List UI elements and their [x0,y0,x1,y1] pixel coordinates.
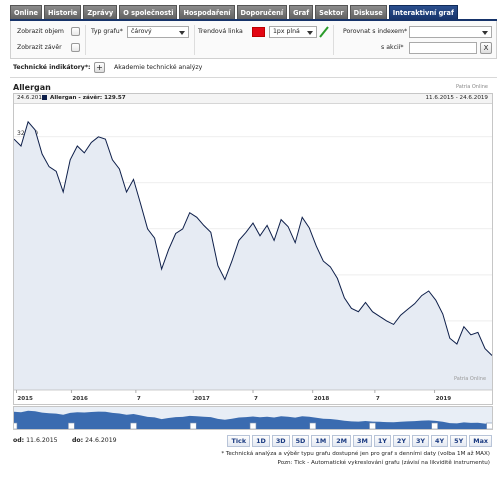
zoom-button-tick[interactable]: Tick [227,435,251,447]
zoom-button-5y[interactable]: 5Y [450,435,468,447]
tab-zprávy[interactable]: Zprávy [83,5,118,20]
tab-underline [10,19,497,21]
chevron-down-icon [179,31,185,35]
zoom-button-4y[interactable]: 4Y [431,435,449,447]
x-tick-label: 7 [254,396,258,402]
zoom-button-3m[interactable]: 3M [353,435,372,447]
chart-type-label: Typ grafu* [91,28,123,35]
tab-bar: Online Historie Zprávy O společnosti Hospoda… [10,5,458,20]
tab-doporučení[interactable]: Doporučení [236,5,288,20]
price-chart[interactable]: 24.6.2019 Allergan - závěr: 129.57 11.6.… [13,93,493,405]
zoom-button-3y[interactable]: 3Y [411,435,430,447]
zoom-button-1d[interactable]: 1D [252,435,270,447]
range-navigator[interactable] [10,406,493,430]
navigator-handle[interactable] [130,422,137,430]
chevron-down-icon [307,31,313,35]
x-tick-label: 7 [137,396,141,402]
note-tick: Pozn: Tick - Automatické vykreslování gr… [277,460,490,466]
zoom-button-2m[interactable]: 2M [332,435,351,447]
tab-interaktivní-graf[interactable]: Interaktivní graf [388,5,458,20]
zoom-buttons: Tick 1D 3D 5D 1M 2M 3M 1Y 2Y 3Y 4Y 5Y Max [227,435,492,447]
compare-stock-label: s akcií* [381,44,404,51]
tab-sektor[interactable]: Sektor [315,5,348,20]
tab-o-společnosti[interactable]: O společnosti [119,5,178,20]
divider [333,25,334,55]
from-date[interactable]: od: 11.6.2015 [13,437,58,444]
navigator-handle[interactable] [249,422,257,430]
zoom-button-1m[interactable]: 1M [311,435,331,447]
tab-graf[interactable]: Graf [289,5,314,20]
navigator-handle[interactable] [369,422,376,430]
clear-compare-button[interactable]: X [480,42,492,54]
tab-hospodaření[interactable]: Hospodaření [179,5,235,20]
legend-swatch [42,95,47,100]
tab-historie[interactable]: Historie [44,5,82,20]
trend-line-label: Trendová linka [198,28,243,35]
chart-title: Allergan [13,83,51,92]
show-close-checkbox[interactable] [71,43,80,52]
x-tick-label: 2017 [194,396,210,402]
to-label: do: [72,437,84,444]
academy-link[interactable]: Akademie technické analýzy [114,64,203,71]
zoom-button-3d[interactable]: 3D [271,435,290,447]
source-label: Patria Online [455,84,488,90]
trend-line-style-value: 1px plná [273,28,300,35]
indicators-row: Technické indikátory*: + Akademie techni… [10,60,497,76]
chart-type-value: čárový [131,28,152,35]
navigator-handle[interactable] [189,422,197,430]
chart-legend: 24.6.2019 Allergan - závěr: 129.57 11.6.… [14,94,492,104]
add-indicator-button[interactable]: + [94,62,105,73]
navigator-handle[interactable] [431,422,438,430]
price-line [14,120,492,356]
legend-series: Allergan - závěr: 129.57 [50,95,126,101]
divider [194,25,195,55]
to-date[interactable]: do: 24.6.2019 [72,437,117,444]
from-label: od: [13,437,25,444]
x-tick-label: 2018 [314,396,330,402]
zoom-button-2y[interactable]: 2Y [392,435,410,447]
to-value: 24.6.2019 [85,437,117,444]
navigator-plot[interactable] [10,407,493,430]
note-technical-analysis: * Technická analýza a výběr typu grafu d… [221,451,490,457]
navigator-handle[interactable] [309,422,317,430]
divider [85,25,86,55]
tab-diskuse[interactable]: Diskuse [349,5,387,20]
x-tick-label: 7 [376,396,380,402]
compare-index-label: Porovnat s indexem* [343,28,408,35]
show-volume-label: Zobrazit objem [17,28,64,35]
plot-source-label: Patria Online [454,376,486,382]
separator [10,77,497,78]
navigator-handle[interactable] [68,422,75,430]
chart-plot-area[interactable]: 120.00160.00200.00240.00280.00320.002015… [14,104,492,404]
zoom-button-5d[interactable]: 5D [291,435,310,447]
pencil-icon[interactable] [318,25,330,39]
from-value: 11.6.2015 [26,437,58,444]
legend-range: 11.6.2015 - 24.6.2019 [425,95,488,101]
zoom-button-max[interactable]: Max [469,435,492,447]
trend-color-swatch[interactable] [252,27,265,37]
zoom-button-1y[interactable]: 1Y [373,435,391,447]
tab-online[interactable]: Online [10,5,42,20]
show-volume-checkbox[interactable] [71,27,80,36]
controls-panel: Zobrazit objem Zobrazit závěr Typ grafu*… [10,21,497,59]
x-tick-label: 2019 [436,396,452,402]
navigator-handle[interactable] [486,422,493,430]
compare-index-select[interactable] [409,26,492,38]
trend-line-style-select[interactable]: 1px plná [269,26,317,38]
navigator-handle[interactable] [10,422,18,430]
x-tick-label: 2015 [17,396,33,402]
compare-stock-input[interactable] [409,42,477,54]
indicators-label: Technické indikátory*: [13,64,91,71]
chevron-down-icon [482,31,488,35]
x-tick-label: 2016 [72,396,88,402]
chart-type-select[interactable]: čárový [127,26,189,38]
show-close-label: Zobrazit závěr [17,44,62,51]
legend-date: 24.6.2019 [17,95,46,101]
price-area [14,121,492,391]
